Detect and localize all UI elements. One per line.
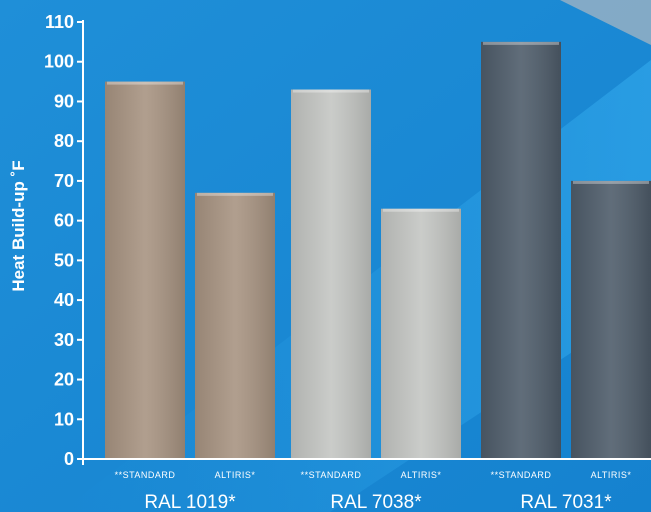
background-band-corner [560,0,651,45]
category-label-1-2: ALTIRIS* [215,470,256,480]
group-label-2: RAL 7038* [330,492,422,512]
group-label-1: RAL 1019* [144,492,236,512]
category-label-2-2: ALTIRIS* [401,470,442,480]
bar-shade-2-2 [381,208,461,459]
bar-shade-2-1 [291,89,371,459]
y-tick-label-60: 60 [54,211,74,231]
y-tick-label-40: 40 [54,290,74,310]
category-label-3-1: **STANDARD [491,470,552,480]
group-label-3: RAL 7031* [520,492,612,512]
axis-layer: 0 10 20 30 40 50 60 70 80 90 100 110 [44,12,651,469]
y-axis-label: Heat Build-up ˚F [9,160,28,291]
category-label-1-1: **STANDARD [115,470,176,480]
bar-top-highlight-2-2 [383,208,459,212]
y-tick-label-0: 0 [64,449,74,469]
bar-shade-3-1 [481,41,561,459]
bar-top-highlight-1-1 [107,81,183,85]
y-tick-label-50: 50 [54,250,74,270]
bar-top-highlight-1-2 [197,192,273,196]
labels-layer: **STANDARD ALTIRIS* RAL 1019* **STANDARD ALT… [115,470,632,512]
y-tick-label-30: 30 [54,330,74,350]
bars-layer [105,41,651,459]
bar-top-highlight-2-1 [293,89,369,93]
y-tick-label-110: 110 [45,12,74,32]
bar-shade-1-2 [195,192,275,459]
bar-shade-1-1 [105,81,185,459]
y-tick-label-80: 80 [54,131,74,151]
bar-shade-3-2 [571,180,651,459]
bar-top-highlight-3-1 [483,41,559,45]
y-tick-label-10: 10 [54,409,74,429]
category-label-2-1: **STANDARD [301,470,362,480]
y-tick-label-100: 100 [44,52,74,72]
y-tick-label-20: 20 [54,370,74,390]
bar-top-highlight-3-2 [573,180,649,184]
category-label-3-2: ALTIRIS* [591,470,632,480]
y-tick-label-70: 70 [54,171,74,191]
y-tick-label-90: 90 [54,91,74,111]
